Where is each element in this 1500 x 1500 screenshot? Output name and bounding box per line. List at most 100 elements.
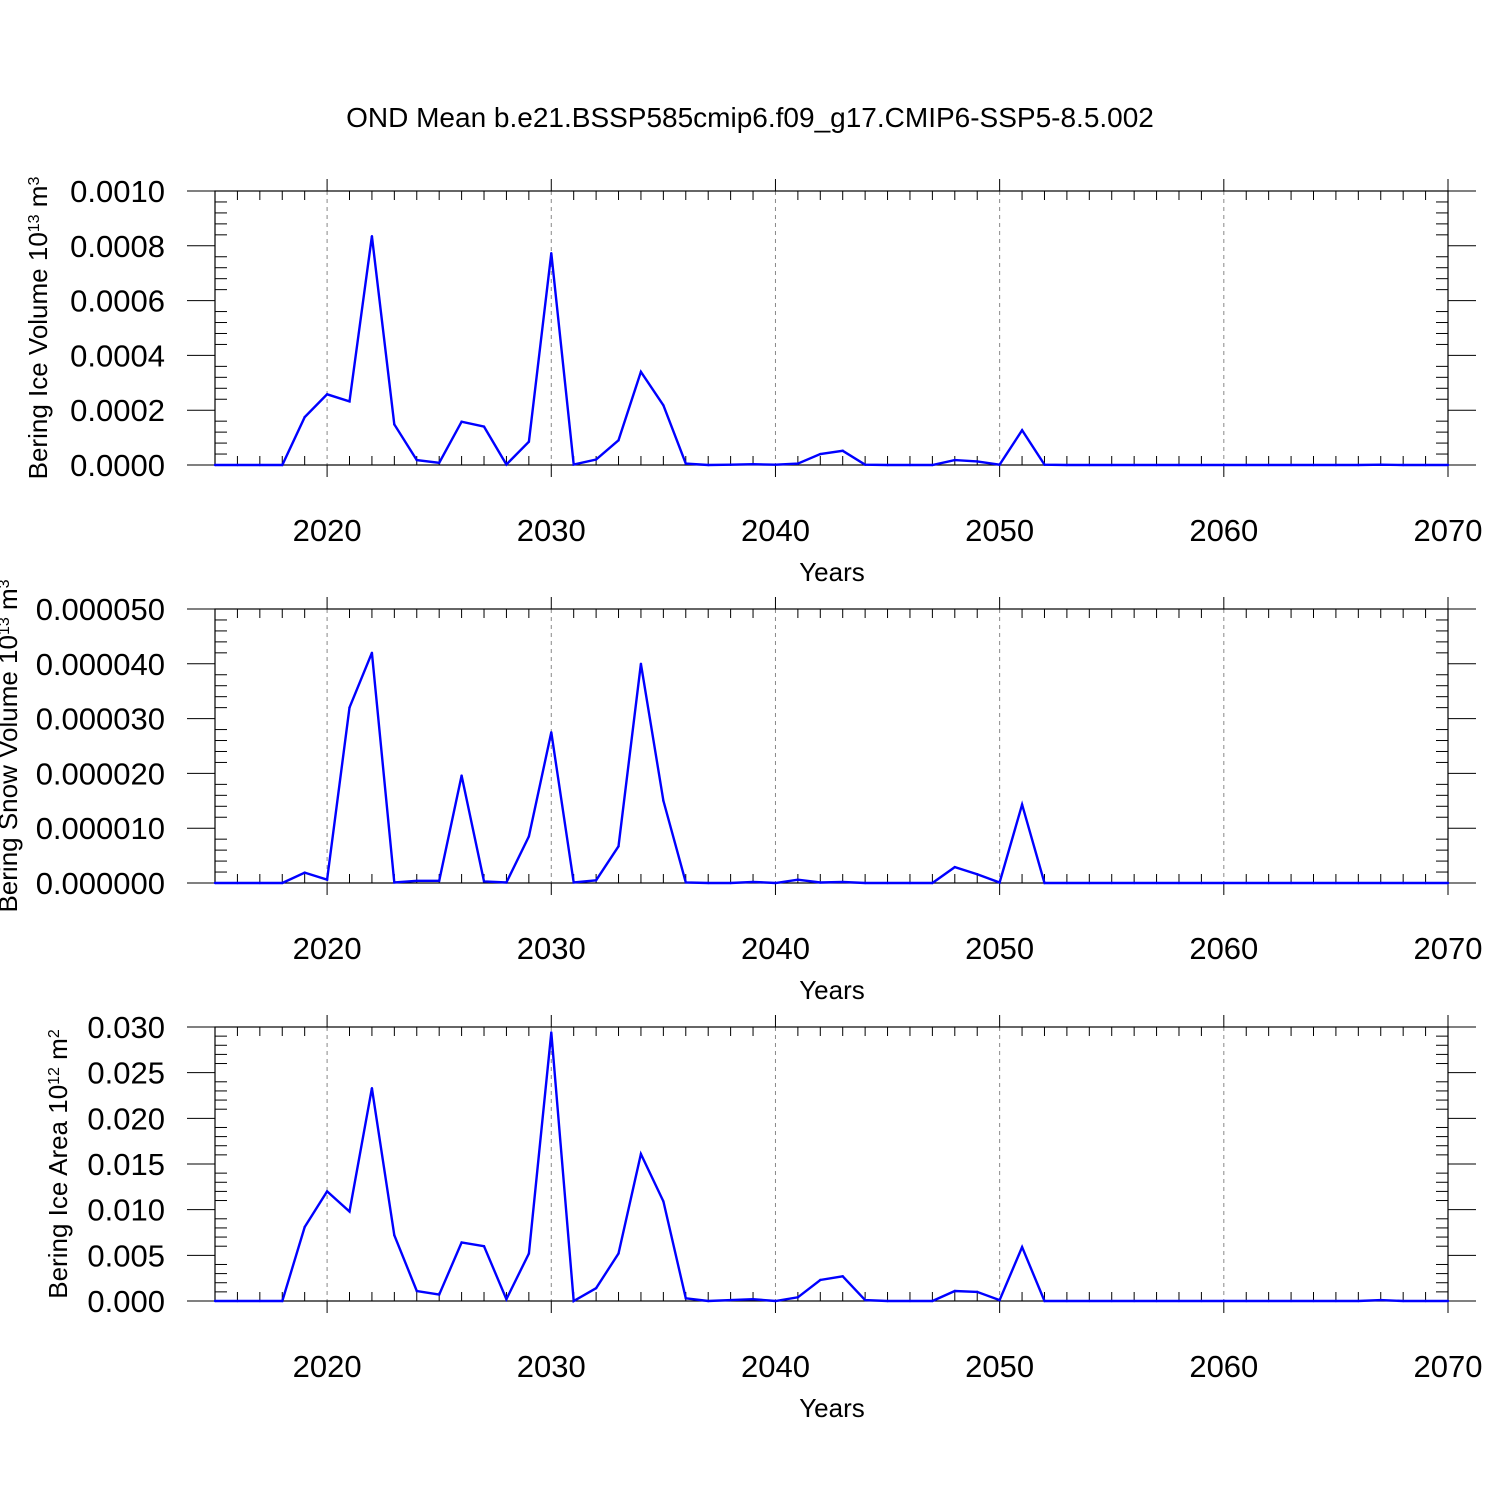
- data-point: [931, 881, 934, 885]
- data-point: [684, 881, 687, 884]
- data-point: [527, 835, 531, 838]
- data-point: [707, 1299, 710, 1303]
- data-point: [1177, 463, 1181, 467]
- data-point: [527, 440, 531, 443]
- data-point: [707, 881, 710, 885]
- y-tick-label: 0.000010: [36, 811, 165, 846]
- data-point: [437, 1293, 441, 1296]
- y-tick-label: 0.025: [87, 1056, 165, 1091]
- data-point: [1357, 1299, 1360, 1303]
- data-point: [258, 1299, 262, 1303]
- y-tick-label: 0.000: [87, 1284, 165, 1319]
- data-point: [1446, 881, 1450, 885]
- y-axis-label: Bering Ice Volume 1013 m3: [23, 177, 53, 480]
- data-point: [953, 458, 956, 462]
- data-point: [908, 881, 912, 885]
- data-point: [998, 881, 1001, 884]
- data-point: [617, 1252, 620, 1255]
- x-tick-label: 2060: [1189, 931, 1258, 966]
- data-point: [841, 880, 844, 884]
- data-point: [1222, 463, 1226, 467]
- y-tick-label: 0.015: [87, 1147, 165, 1182]
- x-tick-label: 2060: [1189, 513, 1258, 548]
- series-line: [215, 1032, 1448, 1303]
- x-tick-label: 2020: [293, 513, 362, 548]
- data-point: [527, 1252, 531, 1255]
- data-point: [1401, 881, 1405, 885]
- data-point: [348, 706, 351, 709]
- data-point: [1312, 463, 1315, 467]
- data-point: [1020, 803, 1024, 806]
- data-point: [303, 871, 306, 874]
- data-point: [281, 881, 284, 885]
- data-point: [1132, 881, 1136, 885]
- x-tick-label: 2040: [741, 513, 810, 548]
- data-point: [1357, 463, 1360, 467]
- data-point: [751, 462, 755, 466]
- data-point: [774, 463, 777, 466]
- data-point: [594, 458, 598, 461]
- data-point: [505, 881, 508, 884]
- data-point: [325, 878, 329, 881]
- data-point: [1177, 881, 1181, 885]
- y-tick-label: 0.000020: [36, 756, 165, 791]
- data-point: [729, 463, 732, 466]
- data-point: [236, 1299, 239, 1303]
- data-point: [572, 463, 575, 466]
- data-point: [908, 463, 912, 467]
- x-tick-label: 2070: [1414, 931, 1483, 966]
- y-tick-label: 0.0000: [70, 448, 165, 483]
- data-point: [325, 1190, 329, 1193]
- data-point: [258, 463, 262, 467]
- data-point: [572, 1299, 575, 1303]
- y-tick-label: 0.000040: [36, 647, 165, 682]
- data-point: [1245, 881, 1248, 885]
- chart-panel-1: 0.0000 0.0002 0.0004 0.0006 0.0008 0.0010 2020…: [23, 174, 1482, 587]
- data-point: [886, 463, 889, 467]
- data-point: [460, 420, 463, 423]
- data-point: [639, 662, 643, 665]
- y-tick-label: 0.0010: [70, 174, 165, 209]
- data-point: [1043, 1299, 1046, 1303]
- data-point: [1245, 1299, 1248, 1303]
- y-tick-label: 0.000030: [36, 702, 165, 737]
- x-tick-label: 2050: [965, 513, 1034, 548]
- data-point: [1155, 1299, 1158, 1303]
- data-point: [393, 1234, 396, 1237]
- series-line: [215, 236, 1448, 467]
- data-point: [1088, 1299, 1091, 1303]
- data-point: [819, 1278, 822, 1282]
- data-point: [751, 880, 755, 884]
- data-point: [886, 881, 889, 885]
- data-point: [1222, 881, 1226, 885]
- data-point: [841, 449, 844, 452]
- data-point: [1110, 1299, 1113, 1303]
- data-point: [1446, 463, 1450, 467]
- y-tick-label: 0.010: [87, 1193, 165, 1228]
- data-point: [1289, 463, 1293, 467]
- data-point: [617, 845, 620, 848]
- y-tick-label: 0.030: [87, 1010, 165, 1045]
- y-tick-label: 0.0004: [70, 338, 165, 373]
- x-tick-label: 2050: [965, 931, 1034, 966]
- data-point: [1379, 881, 1382, 885]
- data-point: [1200, 881, 1203, 885]
- data-point: [1401, 463, 1405, 467]
- data-point: [976, 460, 979, 463]
- data-point: [393, 423, 396, 426]
- data-point: [662, 404, 665, 407]
- data-point: [1379, 463, 1382, 466]
- data-point: [796, 462, 800, 465]
- x-tick-label: 2020: [293, 1349, 362, 1384]
- data-point: [662, 1200, 665, 1203]
- data-point: [572, 881, 575, 884]
- y-tick-label: 0.020: [87, 1101, 165, 1136]
- x-tick-label: 2030: [517, 931, 586, 966]
- data-point: [437, 461, 441, 465]
- data-point: [325, 393, 329, 396]
- data-point: [1424, 881, 1427, 885]
- data-point: [370, 235, 374, 238]
- y-tick-label: 0.0002: [70, 393, 165, 428]
- y-axis-label: Bering Snow Volume 1013 m3: [0, 579, 23, 912]
